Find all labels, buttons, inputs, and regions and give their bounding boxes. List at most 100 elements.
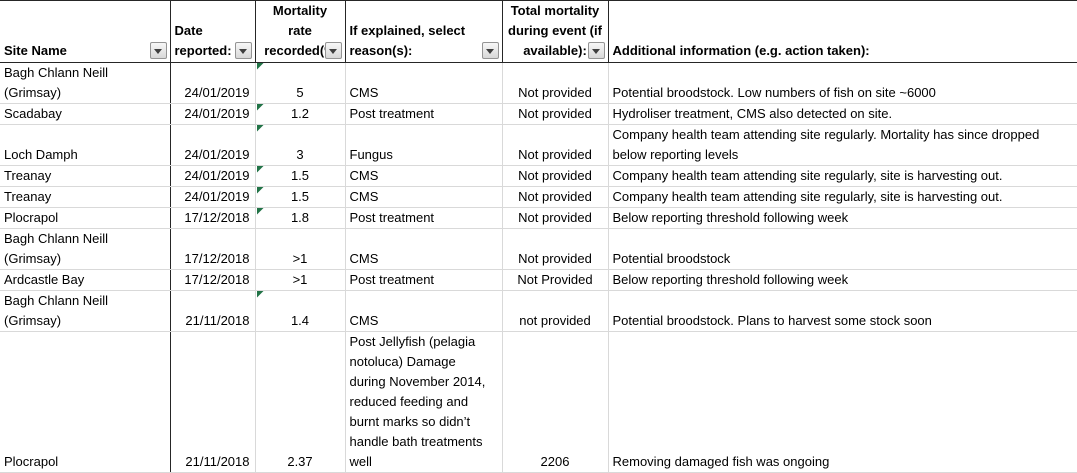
col-header-reason[interactable]: If explained, select reason(s):: [344, 0, 503, 63]
cell-additional-info[interactable]: Hydroliser treatment, CMS also detected …: [607, 103, 1077, 125]
cell-mortality-rate[interactable]: 1.2: [254, 103, 346, 125]
filter-dropdown-date-reported[interactable]: [234, 42, 252, 59]
cell-mortality-rate[interactable]: 2.37: [254, 331, 346, 473]
cell-text: >1: [292, 272, 308, 287]
cell-mortality-rate[interactable]: 1.5: [254, 186, 346, 208]
cell-total-mortality[interactable]: 2206: [501, 331, 609, 473]
cell-additional-info[interactable]: Potential broodstock: [607, 228, 1077, 270]
cell-text: 24/01/2019: [184, 147, 250, 162]
cell-mortality-rate[interactable]: 1.8: [254, 207, 346, 229]
cell-site-name[interactable]: Scadabay: [0, 103, 171, 125]
col-header-total-mortality[interactable]: Total mortality during event (if availab…: [501, 0, 609, 63]
col-header-mortality-rate[interactable]: Mortality rate recorded(%: [254, 0, 346, 63]
cell-total-mortality[interactable]: Not provided: [501, 62, 609, 104]
cell-text: 1.2: [290, 106, 310, 121]
cell-total-mortality[interactable]: Not Provided: [501, 269, 609, 291]
cell-text: >1: [292, 251, 308, 266]
filter-dropdown-mortality-rate[interactable]: [324, 42, 342, 59]
cell-site-name[interactable]: Bagh Chlann Neill (Grimsay): [0, 228, 171, 270]
cell-site-name[interactable]: Treanay: [0, 186, 171, 208]
filter-dropdown-site-name[interactable]: [149, 42, 167, 59]
cell-text: Not Provided: [517, 272, 593, 287]
cell-date[interactable]: 24/01/2019: [169, 62, 256, 104]
cell-site-name[interactable]: Plocrapol: [0, 331, 171, 473]
cell-text: Not provided: [518, 168, 592, 183]
cell-text: Post treatment: [349, 272, 435, 287]
cell-mortality-rate[interactable]: >1: [254, 228, 346, 270]
cell-mortality-rate[interactable]: 3: [254, 124, 346, 166]
col-header-site-name[interactable]: Site Name: [0, 0, 171, 63]
cell-mortality-rate[interactable]: 5: [254, 62, 346, 104]
cell-text: 3: [296, 147, 304, 162]
cell-reason[interactable]: CMS: [344, 186, 503, 208]
cell-additional-info[interactable]: Company health team attending site regul…: [607, 124, 1077, 166]
cell-text: Plocrapol: [4, 210, 59, 225]
cell-text: Bagh Chlann Neill (Grimsay): [4, 65, 109, 100]
cell-reason[interactable]: CMS: [344, 228, 503, 270]
cell-text: 17/12/2018: [184, 210, 250, 225]
cell-mortality-rate[interactable]: 1.4: [254, 290, 346, 332]
cell-date[interactable]: 17/12/2018: [169, 228, 256, 270]
cell-text: Bagh Chlann Neill (Grimsay): [4, 231, 109, 266]
filter-dropdown-reason[interactable]: [481, 42, 499, 59]
cell-additional-info[interactable]: Potential broodstock. Low numbers of fis…: [607, 62, 1077, 104]
cell-additional-info[interactable]: Below reporting threshold following week: [607, 269, 1077, 291]
cell-reason[interactable]: Post Jellyfish (pelagia notoluca) Damage…: [344, 331, 503, 473]
table-row: Bagh Chlann Neill (Grimsay) 24/01/2019 5…: [0, 62, 1077, 104]
cell-additional-info[interactable]: Removing damaged fish was ongoing: [607, 331, 1077, 473]
cell-total-mortality[interactable]: Not provided: [501, 186, 609, 208]
cell-text: 24/01/2019: [184, 189, 250, 204]
cell-additional-info[interactable]: Below reporting threshold following week: [607, 207, 1077, 229]
cell-date[interactable]: 24/01/2019: [169, 165, 256, 187]
table-row: Treanay 24/01/2019 1.5 CMS Not provided …: [0, 186, 1077, 208]
chevron-down-icon: [486, 48, 494, 54]
cell-site-name[interactable]: Bagh Chlann Neill (Grimsay): [0, 62, 171, 104]
cell-site-name[interactable]: Treanay: [0, 165, 171, 187]
cell-text: Not provided: [518, 210, 592, 225]
cell-reason[interactable]: Post treatment: [344, 269, 503, 291]
cell-total-mortality[interactable]: Not provided: [501, 228, 609, 270]
filter-dropdown-total-mortality[interactable]: [587, 42, 605, 59]
cell-additional-info[interactable]: Potential broodstock. Plans to harvest s…: [607, 290, 1077, 332]
column-label: Additional information (e.g. action take…: [612, 43, 870, 58]
cell-date[interactable]: 17/12/2018: [169, 269, 256, 291]
cell-date[interactable]: 17/12/2018: [169, 207, 256, 229]
cell-reason[interactable]: CMS: [344, 290, 503, 332]
cell-date[interactable]: 24/01/2019: [169, 103, 256, 125]
cell-text: CMS: [349, 85, 379, 100]
cell-text: Treanay: [4, 168, 52, 183]
cell-total-mortality[interactable]: not provided: [501, 290, 609, 332]
cell-date[interactable]: 24/01/2019: [169, 124, 256, 166]
cell-reason[interactable]: Post treatment: [344, 103, 503, 125]
cell-reason[interactable]: CMS: [344, 165, 503, 187]
cell-site-name[interactable]: Loch Damph: [0, 124, 171, 166]
cell-additional-info[interactable]: Company health team attending site regul…: [607, 186, 1077, 208]
cell-text: Post treatment: [349, 210, 435, 225]
cell-total-mortality[interactable]: Not provided: [501, 207, 609, 229]
cell-total-mortality[interactable]: Not provided: [501, 103, 609, 125]
header-row: Site Name Date reported: Mortality rate …: [0, 0, 1077, 63]
cell-text: Scadabay: [4, 106, 62, 121]
cell-text: Potential broodstock. Plans to harvest s…: [612, 313, 932, 328]
cell-site-name[interactable]: Ardcastle Bay: [0, 269, 171, 291]
cell-reason[interactable]: Fungus: [344, 124, 503, 166]
cell-reason[interactable]: CMS: [344, 62, 503, 104]
cell-text: Loch Damph: [4, 147, 78, 162]
cell-site-name[interactable]: Bagh Chlann Neill (Grimsay): [0, 290, 171, 332]
cell-reason[interactable]: Post treatment: [344, 207, 503, 229]
cell-total-mortality[interactable]: Not provided: [501, 165, 609, 187]
cell-site-name[interactable]: Plocrapol: [0, 207, 171, 229]
cell-text: 21/11/2018: [185, 313, 250, 328]
col-header-additional-info[interactable]: Additional information (e.g. action take…: [607, 0, 1077, 63]
cell-text: Company health team attending site regul…: [612, 189, 1003, 204]
error-indicator-icon: [256, 291, 264, 298]
col-header-date-reported[interactable]: Date reported:: [169, 0, 256, 63]
cell-mortality-rate[interactable]: >1: [254, 269, 346, 291]
cell-mortality-rate[interactable]: 1.5: [254, 165, 346, 187]
cell-date[interactable]: 21/11/2018: [169, 331, 256, 473]
cell-additional-info[interactable]: Company health team attending site regul…: [607, 165, 1077, 187]
cell-date[interactable]: 24/01/2019: [169, 186, 256, 208]
cell-date[interactable]: 21/11/2018: [169, 290, 256, 332]
cell-total-mortality[interactable]: Not provided: [501, 124, 609, 166]
